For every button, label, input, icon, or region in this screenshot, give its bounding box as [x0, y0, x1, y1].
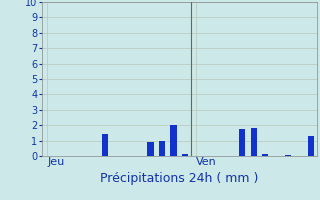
Bar	[182, 154, 188, 156]
Bar	[308, 136, 314, 156]
Bar	[285, 155, 291, 156]
Bar	[262, 154, 268, 156]
Bar	[239, 129, 245, 156]
Bar	[159, 141, 165, 156]
Bar	[101, 134, 108, 156]
Bar	[170, 125, 177, 156]
Bar	[251, 128, 257, 156]
X-axis label: Précipitations 24h ( mm ): Précipitations 24h ( mm )	[100, 172, 258, 185]
Bar	[148, 142, 154, 156]
